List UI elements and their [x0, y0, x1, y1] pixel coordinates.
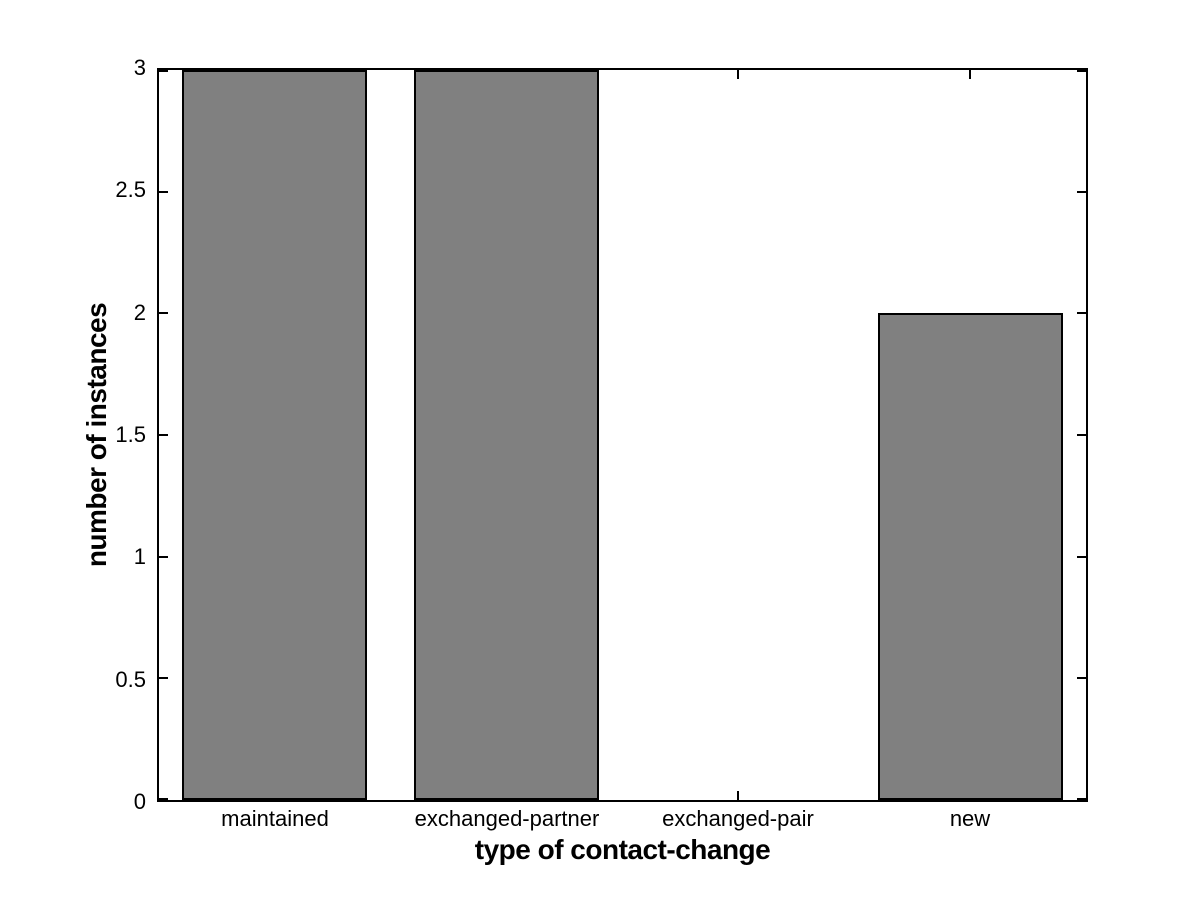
plot-area: [157, 68, 1088, 802]
y-tick-left: [159, 70, 168, 72]
y-tick-label: 2.5: [115, 177, 146, 202]
y-tick-right: [1077, 434, 1086, 436]
x-tick-label: exchanged-partner: [414, 806, 600, 831]
x-tick-label: new: [949, 806, 991, 831]
y-tick-left: [159, 312, 168, 314]
y-tick-right: [1077, 798, 1086, 800]
y-tick-label: 2: [133, 300, 146, 325]
x-tick-top: [737, 70, 739, 79]
y-tick-right: [1077, 70, 1086, 72]
x-tick-label: exchanged-pair: [662, 806, 814, 831]
y-tick-left: [159, 677, 168, 679]
x-tick-top: [969, 70, 971, 79]
y-tick-right: [1077, 312, 1086, 314]
x-axis-title: type of contact-change: [474, 834, 771, 865]
y-tick-label: 3: [133, 55, 146, 80]
y-tick-label: 0.5: [115, 667, 146, 692]
y-tick-right: [1077, 191, 1086, 193]
y-tick-left: [159, 798, 168, 800]
x-tick-label: maintained: [221, 806, 329, 831]
y-tick-label: 1.5: [115, 422, 146, 447]
y-tick-left: [159, 556, 168, 558]
bar-new: [878, 313, 1063, 800]
bar-maintained: [182, 70, 367, 800]
y-tick-right: [1077, 556, 1086, 558]
y-tick-right: [1077, 677, 1086, 679]
x-tick-bottom: [737, 791, 739, 800]
y-tick-label: 1: [133, 544, 146, 569]
y-tick-label: 0: [133, 789, 146, 814]
y-axis-title: number of instances: [81, 302, 112, 568]
y-tick-left: [159, 434, 168, 436]
y-tick-left: [159, 191, 168, 193]
bar-exchanged-partner: [414, 70, 599, 800]
